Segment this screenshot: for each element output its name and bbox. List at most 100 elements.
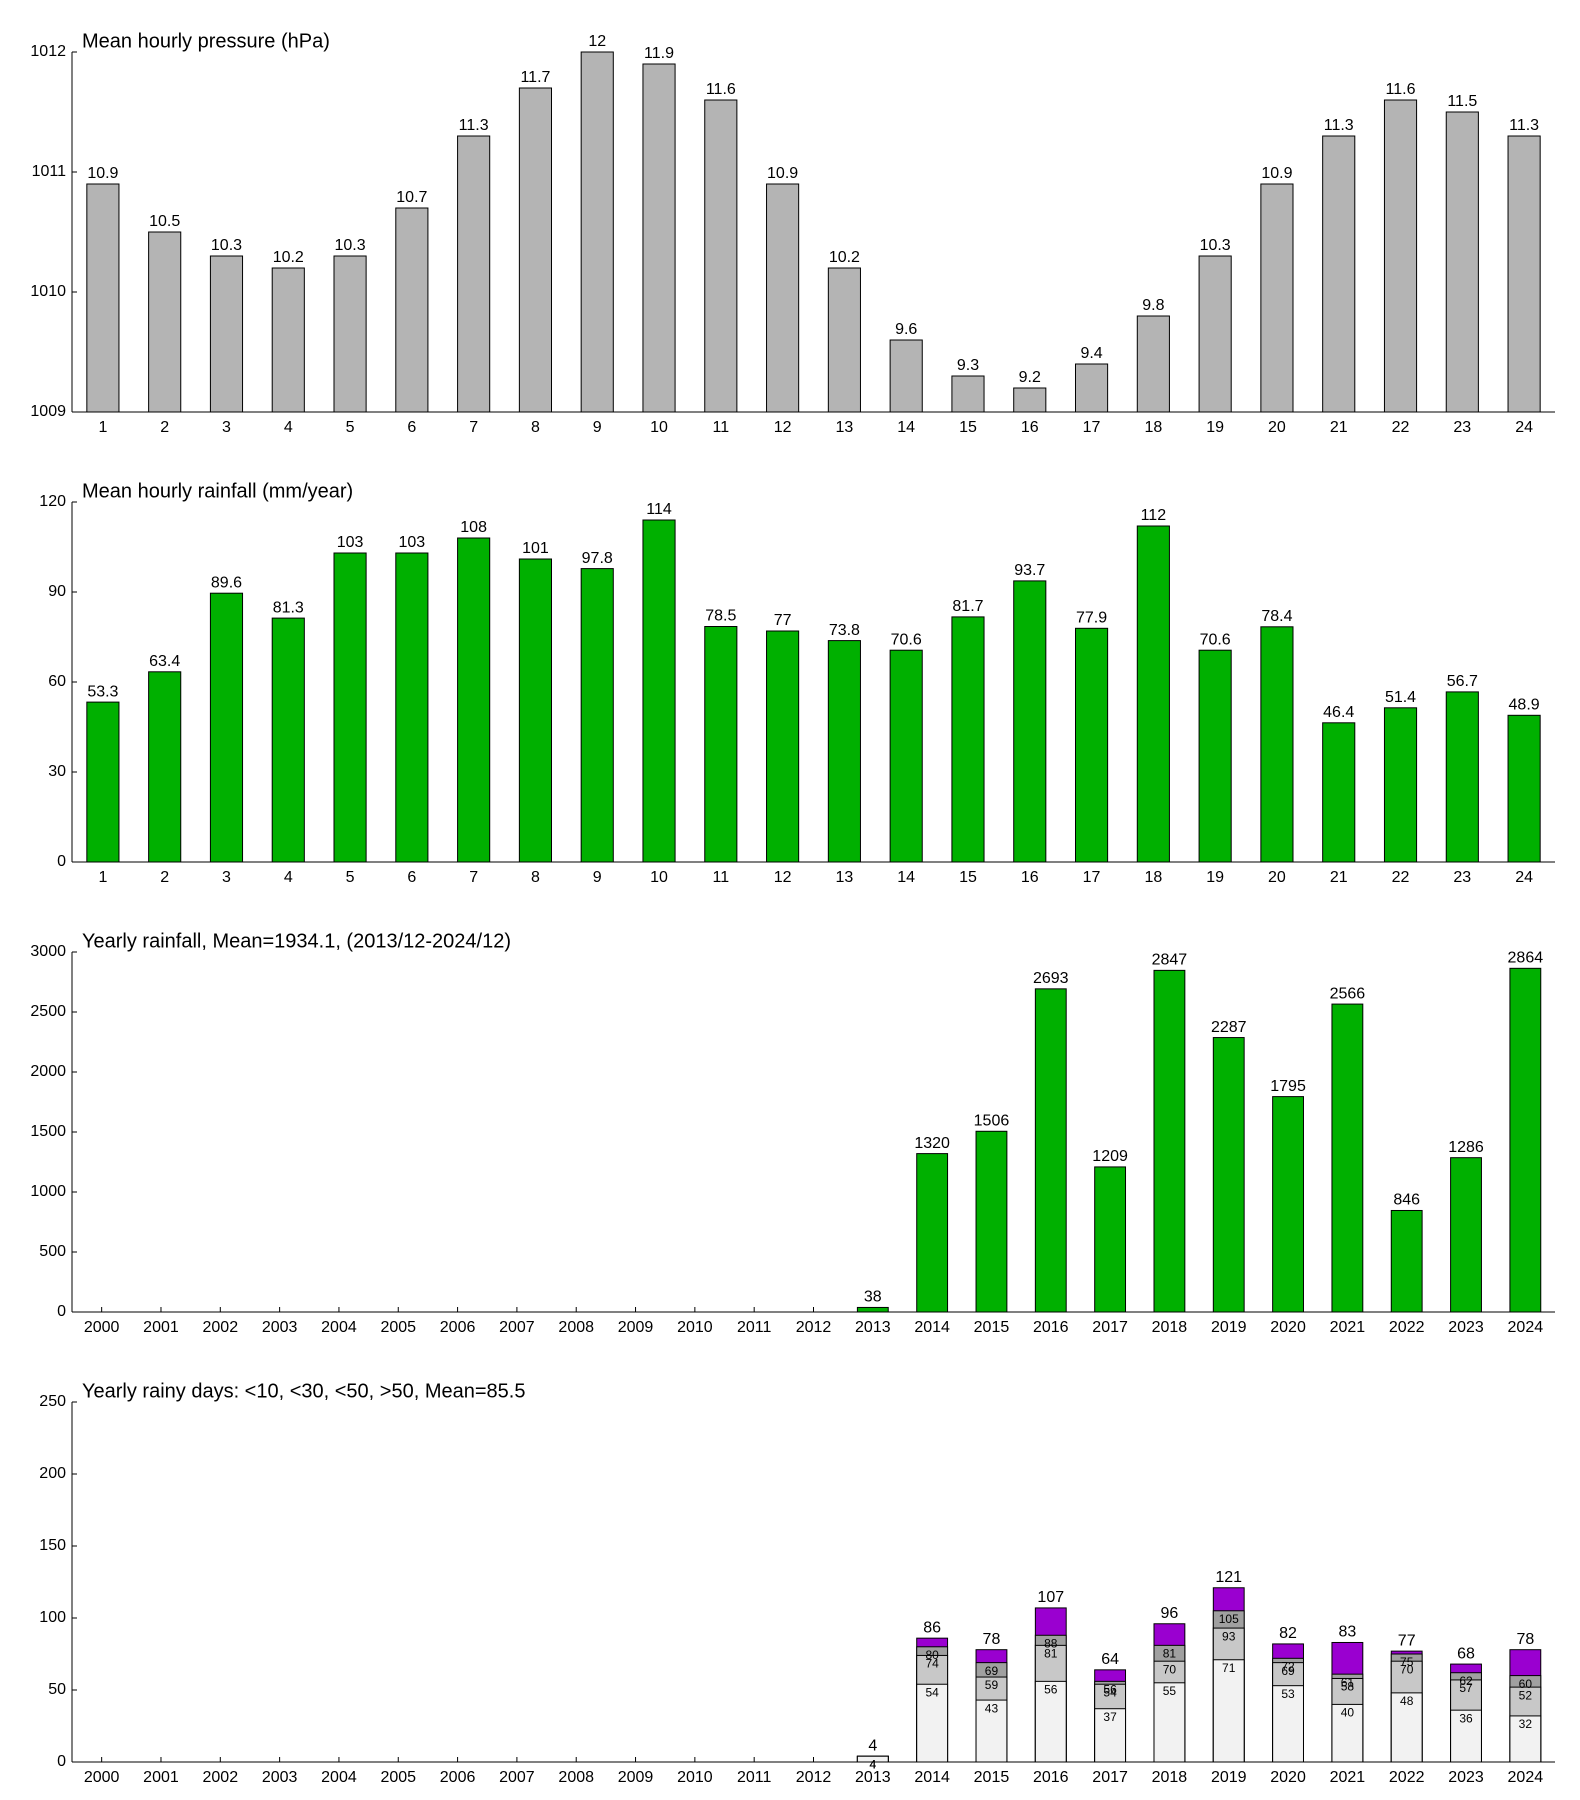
bar bbox=[1034, 988, 1067, 1313]
value-label: 38 bbox=[864, 1289, 882, 1306]
x-tick-label: 2 bbox=[160, 419, 169, 436]
bar-segment bbox=[856, 1755, 889, 1763]
y-tick-label: 0 bbox=[57, 853, 66, 870]
segment-label: 69 bbox=[1281, 1664, 1295, 1678]
x-tick-label: 19 bbox=[1206, 869, 1224, 886]
x-tick-label: 2012 bbox=[796, 1319, 832, 1336]
segment-label: 36 bbox=[1459, 1711, 1473, 1725]
y-tick-label: 250 bbox=[39, 1393, 66, 1410]
value-label: 93.7 bbox=[1014, 562, 1045, 579]
bar bbox=[1383, 99, 1418, 413]
segment-label: 61 bbox=[1341, 1675, 1355, 1689]
bar bbox=[1260, 183, 1294, 413]
value-label: 97.8 bbox=[582, 550, 613, 567]
x-tick-label: 2002 bbox=[203, 1319, 239, 1336]
bar bbox=[333, 552, 367, 863]
bar-segment bbox=[916, 1683, 949, 1763]
x-tick-label: 9 bbox=[593, 419, 602, 436]
x-tick-label: 2023 bbox=[1448, 1319, 1484, 1336]
x-tick-label: 2020 bbox=[1270, 1769, 1306, 1786]
y-tick-label: 150 bbox=[39, 1537, 66, 1554]
value-label: 11.3 bbox=[1509, 117, 1539, 134]
y-tick-label: 50 bbox=[48, 1681, 66, 1698]
bar bbox=[1260, 626, 1294, 863]
bar bbox=[518, 87, 553, 413]
x-tick-label: 6 bbox=[407, 869, 416, 886]
x-tick-label: 2009 bbox=[618, 1769, 654, 1786]
value-label: 78 bbox=[1516, 1631, 1534, 1648]
bar bbox=[271, 617, 305, 863]
x-tick-label: 2017 bbox=[1092, 1319, 1128, 1336]
value-label: 10.9 bbox=[767, 165, 798, 182]
chart-title: Yearly rainy days: <10, <30, <50, >50, M… bbox=[82, 1380, 525, 1402]
x-tick-label: 2011 bbox=[737, 1319, 772, 1336]
segment-label: 43 bbox=[985, 1701, 999, 1715]
bar bbox=[1013, 387, 1047, 413]
x-tick-label: 2004 bbox=[321, 1769, 357, 1786]
value-label: 82 bbox=[1279, 1625, 1297, 1642]
segment-label: 55 bbox=[1163, 1684, 1177, 1698]
bar bbox=[1013, 580, 1047, 863]
x-tick-label: 16 bbox=[1021, 419, 1039, 436]
x-tick-label: 17 bbox=[1083, 419, 1101, 436]
bar bbox=[704, 626, 738, 863]
bar bbox=[1153, 969, 1186, 1313]
value-label: 10.7 bbox=[396, 189, 427, 206]
y-tick-label: 60 bbox=[48, 673, 66, 690]
bar bbox=[1445, 691, 1479, 863]
segment-label: 88 bbox=[1044, 1636, 1058, 1650]
x-tick-label: 1 bbox=[98, 419, 107, 436]
bar bbox=[518, 558, 553, 863]
x-tick-label: 2020 bbox=[1270, 1319, 1306, 1336]
x-tick-label: 2006 bbox=[440, 1769, 476, 1786]
value-label: 81.7 bbox=[952, 598, 983, 615]
value-label: 96 bbox=[1161, 1605, 1179, 1622]
value-label: 121 bbox=[1215, 1569, 1242, 1586]
value-label: 1320 bbox=[914, 1135, 950, 1152]
y-tick-label: 0 bbox=[57, 1303, 66, 1320]
bar bbox=[86, 183, 120, 413]
value-label: 53.3 bbox=[87, 683, 118, 700]
value-label: 9.6 bbox=[895, 321, 917, 338]
bar bbox=[1509, 967, 1542, 1313]
bar bbox=[271, 267, 305, 413]
bar bbox=[148, 671, 182, 863]
y-tick-label: 1012 bbox=[30, 43, 66, 60]
bar bbox=[827, 640, 861, 863]
bar bbox=[148, 231, 182, 413]
x-tick-label: 4 bbox=[284, 869, 293, 886]
x-tick-label: 24 bbox=[1515, 869, 1533, 886]
value-label: 77 bbox=[774, 612, 792, 629]
bar bbox=[1198, 649, 1232, 863]
bar bbox=[333, 255, 367, 413]
value-label: 78.4 bbox=[1261, 608, 1292, 625]
value-label: 107 bbox=[1037, 1589, 1064, 1606]
value-label: 48.9 bbox=[1509, 697, 1540, 714]
y-tick-label: 1000 bbox=[30, 1183, 66, 1200]
x-tick-label: 2006 bbox=[440, 1319, 476, 1336]
x-tick-label: 2013 bbox=[855, 1769, 891, 1786]
value-label: 70.6 bbox=[891, 631, 922, 648]
x-tick-label: 19 bbox=[1206, 419, 1224, 436]
value-label: 70.6 bbox=[1200, 631, 1231, 648]
value-label: 11.3 bbox=[459, 117, 489, 134]
x-tick-label: 8 bbox=[531, 419, 540, 436]
bar bbox=[1212, 1037, 1245, 1313]
y-tick-label: 2000 bbox=[30, 1063, 66, 1080]
x-tick-label: 13 bbox=[835, 869, 853, 886]
value-label: 63.4 bbox=[149, 653, 180, 670]
value-label: 83 bbox=[1338, 1624, 1356, 1641]
bar bbox=[704, 99, 738, 413]
segment-label: 69 bbox=[985, 1664, 999, 1678]
x-tick-label: 2019 bbox=[1211, 1769, 1247, 1786]
x-tick-label: 23 bbox=[1453, 419, 1471, 436]
value-label: 114 bbox=[646, 501, 672, 518]
value-label: 1506 bbox=[974, 1112, 1010, 1129]
x-tick-label: 18 bbox=[1144, 419, 1162, 436]
x-tick-label: 9 bbox=[593, 869, 602, 886]
value-label: 10.2 bbox=[829, 249, 860, 266]
x-tick-label: 14 bbox=[897, 419, 915, 436]
x-tick-label: 2018 bbox=[1152, 1769, 1188, 1786]
bar bbox=[1507, 714, 1541, 863]
